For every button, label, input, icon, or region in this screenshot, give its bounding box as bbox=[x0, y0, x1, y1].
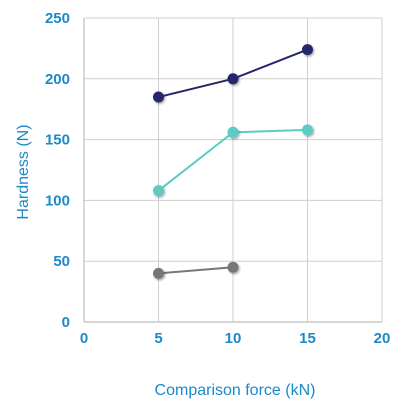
data-point bbox=[227, 126, 239, 138]
y-axis-title: Hardness (N) bbox=[15, 124, 32, 219]
series-layer bbox=[153, 44, 313, 279]
x-tick-label: 15 bbox=[299, 330, 316, 347]
data-point bbox=[153, 267, 164, 279]
data-point bbox=[302, 44, 313, 56]
y-tick-label: 150 bbox=[45, 132, 70, 149]
y-tick-label: 200 bbox=[45, 71, 70, 88]
y-tick-label: 0 bbox=[62, 314, 70, 331]
data-point bbox=[302, 124, 313, 136]
x-tick-label: 20 bbox=[374, 330, 391, 347]
y-tick-labels: 0 50 100 150 200 250 bbox=[45, 10, 70, 331]
data-point bbox=[227, 261, 239, 273]
data-point bbox=[153, 91, 164, 103]
series-line bbox=[158, 266, 234, 275]
x-tick-label: 10 bbox=[225, 330, 242, 347]
y-tick-label: 250 bbox=[45, 10, 70, 27]
data-point bbox=[227, 73, 239, 85]
series-2 bbox=[153, 124, 313, 197]
grid bbox=[83, 17, 383, 323]
x-tick-label: 5 bbox=[154, 330, 162, 347]
series-1 bbox=[153, 44, 313, 103]
y-tick-label: 100 bbox=[45, 192, 70, 209]
x-axis-title: Comparison force (kN) bbox=[155, 382, 316, 399]
x-tick-label: 0 bbox=[80, 330, 88, 347]
y-tick-label: 50 bbox=[53, 253, 70, 270]
data-point bbox=[153, 185, 164, 197]
x-tick-labels: 0 5 10 15 20 bbox=[80, 330, 391, 347]
series-3 bbox=[153, 261, 239, 279]
